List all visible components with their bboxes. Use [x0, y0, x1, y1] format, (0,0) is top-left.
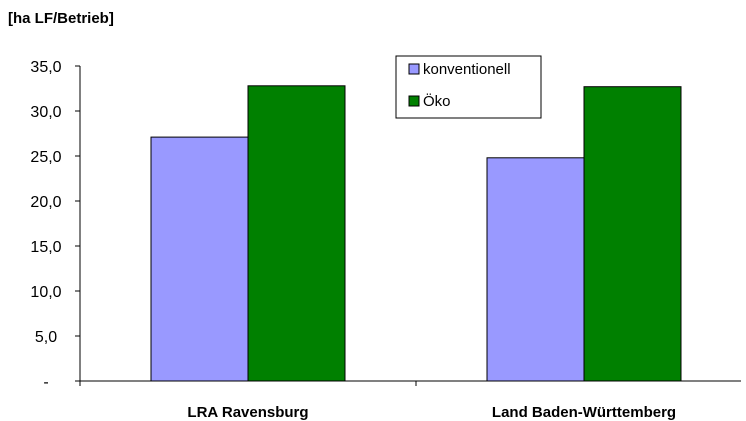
- y-tick-label: 20,0: [30, 194, 61, 211]
- y-axis-unit-label: [ha LF/Betrieb]: [8, 10, 114, 27]
- legend-label-oeko: Öko: [423, 92, 451, 110]
- y-tick-label: 35,0: [30, 59, 61, 76]
- y-tick-label: -: [43, 374, 48, 391]
- y-tick-label: 25,0: [30, 149, 61, 166]
- legend-swatch-oeko: [409, 96, 419, 106]
- bar-konventionell-1: [487, 158, 584, 381]
- x-category-label: LRA Ravensburg: [187, 404, 308, 421]
- bar-oeko-0: [248, 86, 345, 381]
- plot-area: - 5,0 10,0 15,0 20,0 25,0 30,0 35,0 LRA Ravensbu…: [30, 59, 741, 421]
- y-tick-label: 10,0: [30, 284, 61, 301]
- y-tick-label: 30,0: [30, 104, 61, 121]
- bar-oeko-1: [584, 87, 681, 381]
- y-tick-label: 5,0: [35, 329, 57, 346]
- legend-swatch-konventionell: [409, 64, 419, 74]
- x-category-label: Land Baden-Württemberg: [492, 404, 676, 421]
- legend-label-konventionell: konventionell: [423, 61, 511, 78]
- y-tick-label: 15,0: [30, 239, 61, 256]
- bar-konventionell-0: [151, 137, 248, 381]
- legend: konventionell Öko: [396, 56, 541, 118]
